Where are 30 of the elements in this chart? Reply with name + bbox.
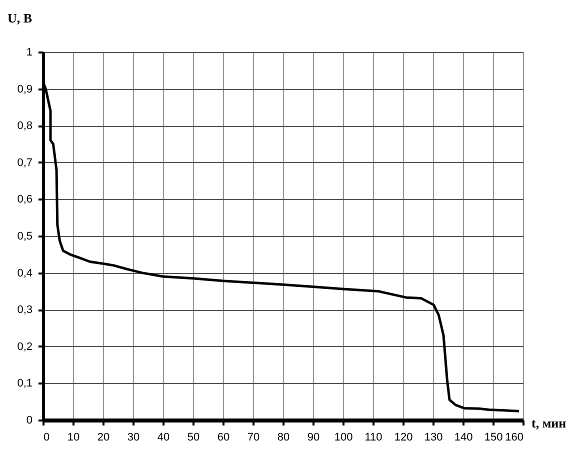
y-tick-label: 0,2: [17, 340, 32, 353]
x-tick-label: 20: [97, 432, 110, 444]
y-tick-label: 0,1: [17, 378, 32, 390]
y-axis-title: U, В: [8, 10, 32, 26]
x-tick-label: 40: [157, 432, 170, 444]
y-tick-label: 0,8: [17, 120, 32, 132]
y-tick-label: 1: [26, 46, 32, 58]
x-tick-label: 130: [424, 432, 443, 444]
x-tick-label: 120: [394, 432, 413, 444]
x-axis-title: t, мин: [532, 416, 567, 430]
y-tick-label: 0,4: [17, 267, 32, 280]
y-tick-label: 0,7: [17, 156, 32, 169]
y-tick-label: 0: [26, 414, 32, 426]
x-tick-label: 10: [67, 432, 80, 444]
y-tick-label: 0,9: [17, 83, 32, 96]
x-tick-label: 90: [307, 432, 320, 444]
x-tick-label: 0: [44, 432, 50, 444]
x-tick-label: 160: [505, 432, 524, 444]
y-tick-label: 0,3: [17, 304, 32, 316]
y-tick-label: 0,6: [17, 194, 32, 206]
x-tick-label: 80: [277, 432, 290, 444]
x-tick-label: 60: [217, 432, 230, 444]
x-tick-label: 140: [454, 432, 473, 444]
x-tick-label: 70: [247, 432, 260, 444]
y-tick-label: 0,5: [17, 230, 32, 242]
x-tick-label: 50: [187, 432, 200, 444]
x-tick-label: 100: [334, 432, 353, 444]
x-tick-label: 30: [127, 432, 140, 444]
x-tick-label: 150: [484, 432, 503, 444]
x-tick-label: 110: [364, 432, 382, 444]
